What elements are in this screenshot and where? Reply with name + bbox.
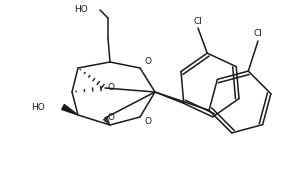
Text: Cl: Cl <box>253 30 263 39</box>
Text: O: O <box>108 83 115 93</box>
Text: O: O <box>145 118 152 127</box>
Text: O: O <box>145 58 152 67</box>
Text: Cl: Cl <box>194 17 202 26</box>
Text: O: O <box>108 114 115 122</box>
Text: HO: HO <box>74 5 88 14</box>
Polygon shape <box>62 105 78 115</box>
Text: HO: HO <box>31 102 45 112</box>
